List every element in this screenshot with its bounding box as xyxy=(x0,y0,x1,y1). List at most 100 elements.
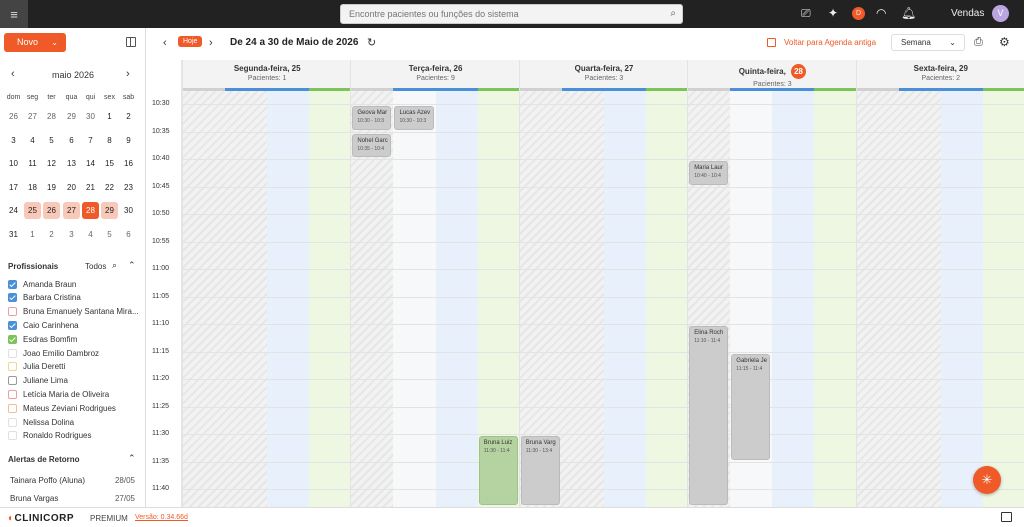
calendar-day[interactable]: 31 xyxy=(9,229,18,239)
calendar-day[interactable]: 29 xyxy=(67,112,76,121)
schedule-lane[interactable] xyxy=(814,91,857,507)
gear-icon[interactable]: ⚙ xyxy=(999,35,1010,49)
checkbox[interactable] xyxy=(8,431,17,441)
chevron-up-icon[interactable]: ⌃ xyxy=(128,260,136,270)
professional-item[interactable]: Julia Deretti xyxy=(8,361,65,373)
schedule-lane[interactable] xyxy=(225,91,268,507)
calendar-day[interactable]: 7 xyxy=(88,135,93,145)
schedule-lane[interactable] xyxy=(856,91,899,507)
schedule-lane[interactable] xyxy=(435,91,478,507)
version-link[interactable]: Versão: 0.34.66d xyxy=(135,514,188,521)
professional-item[interactable]: Juliane Lima xyxy=(8,375,68,387)
checkbox[interactable] xyxy=(8,279,17,289)
alert-row[interactable]: Bruna Vargas 27/05 xyxy=(10,494,135,503)
old-agenda-link[interactable]: Voltar para Agenda antiga xyxy=(784,38,877,47)
search-icon[interactable]: ⌕ xyxy=(670,8,676,19)
professional-item[interactable]: Barbara Cristina xyxy=(8,292,81,304)
schedule-lane[interactable] xyxy=(267,91,310,507)
checkbox[interactable] xyxy=(8,307,17,317)
professional-item[interactable]: Mateus Zeviani Rodrigues xyxy=(8,402,116,414)
avatar[interactable]: V xyxy=(992,5,1009,22)
professional-item[interactable]: Ronaldo Rodrigues xyxy=(8,430,92,442)
bell-icon[interactable]: 🔔︎ xyxy=(901,6,917,20)
calendar-day[interactable]: 23 xyxy=(124,182,133,192)
calendar-day[interactable]: 4 xyxy=(30,135,35,145)
calendar-day[interactable]: 30 xyxy=(86,112,95,121)
schedule-lane[interactable] xyxy=(772,91,815,507)
schedule-lane[interactable] xyxy=(982,91,1024,507)
day-header[interactable]: Sexta-feira, 29 Pacientes: 2 xyxy=(856,60,1024,88)
professional-item[interactable]: Esdras Bomfim xyxy=(8,333,77,345)
calendar-day[interactable]: 3 xyxy=(69,229,74,239)
schedule-lane[interactable] xyxy=(351,91,394,507)
chevron-right-icon[interactable]: › xyxy=(126,68,130,80)
calendar-day[interactable]: 19 xyxy=(47,182,56,192)
calendar-day[interactable]: 30 xyxy=(124,206,133,215)
monitor-icon[interactable]: ⎚ xyxy=(801,6,811,20)
calendar-day[interactable]: 9 xyxy=(126,135,131,145)
schedule-lane[interactable] xyxy=(183,91,226,507)
calendar-day[interactable]: 26 xyxy=(9,112,18,121)
new-button[interactable]: Novo ⌄ xyxy=(4,33,66,52)
calendar-day[interactable]: 13 xyxy=(67,159,76,168)
calendar-day[interactable]: 8 xyxy=(107,135,112,145)
calendar-day[interactable]: 10 xyxy=(9,159,18,168)
schedule-lane[interactable] xyxy=(309,91,352,507)
checkbox[interactable] xyxy=(8,403,17,413)
collapse-sidebar-icon[interactable] xyxy=(126,37,136,47)
sparkle-fab-button[interactable]: ✳ xyxy=(973,466,1001,494)
day-header[interactable]: Terça-feira, 26 Pacientes: 9 xyxy=(351,60,520,88)
schedule-lane[interactable] xyxy=(561,91,604,507)
refresh-icon[interactable]: ↻ xyxy=(367,37,377,49)
chevron-left-icon[interactable]: ‹ xyxy=(163,37,167,49)
checkbox[interactable] xyxy=(8,376,17,386)
schedule-lane[interactable] xyxy=(393,91,436,507)
schedule-lane[interactable] xyxy=(898,91,941,507)
calendar-day[interactable]: 11 xyxy=(28,159,37,168)
calendar-day[interactable]: 24 xyxy=(9,206,18,215)
checkbox[interactable] xyxy=(8,293,17,303)
calendar-day[interactable]: 17 xyxy=(9,182,18,192)
calendar-day[interactable]: 4 xyxy=(88,229,93,239)
checkbox[interactable] xyxy=(8,417,17,427)
calendar-day[interactable]: 12 xyxy=(47,159,56,168)
calendar-day[interactable]: 6 xyxy=(126,229,131,239)
appointment-card[interactable]: Maria Laur 10:40 - 10:4 xyxy=(689,161,729,185)
hamburger-menu-icon[interactable]: ≡ xyxy=(0,0,28,28)
checkbox[interactable] xyxy=(8,334,17,344)
notification-badge[interactable]: D xyxy=(852,7,865,20)
alert-row[interactable]: Tainara Poffo (Aluna) 28/05 xyxy=(10,476,135,485)
calendar-day[interactable]: 6 xyxy=(69,135,74,145)
chevron-left-icon[interactable]: ‹ xyxy=(11,68,15,80)
calendar-day[interactable]: 28 xyxy=(47,112,56,121)
professional-item[interactable]: Joao Emilio Dambroz xyxy=(8,347,99,359)
calendar-day[interactable]: 16 xyxy=(124,159,133,168)
search-input[interactable] xyxy=(349,5,649,23)
calendar-day[interactable]: 27 xyxy=(63,202,80,219)
appointment-card[interactable]: Elina Roch 11:10 - 11:4 xyxy=(689,326,729,505)
calendar-day[interactable]: 25 xyxy=(24,202,41,219)
appointment-card[interactable]: Lucas Azev 10:30 - 10:3 xyxy=(394,106,434,130)
calendar-day[interactable]: 21 xyxy=(86,182,95,192)
search-bar[interactable]: ⌕ xyxy=(340,4,683,24)
schedule-lane[interactable] xyxy=(603,91,647,507)
calendar-day[interactable]: 5 xyxy=(107,229,112,239)
search-icon[interactable]: ⌕ xyxy=(112,260,118,270)
appointment-card[interactable]: Bruna Luiz 11:30 - 11:4 xyxy=(478,436,518,505)
calendar-day[interactable]: 5 xyxy=(49,135,54,145)
checkbox[interactable] xyxy=(8,320,17,330)
headset-icon[interactable]: ◠ xyxy=(876,6,887,20)
day-header[interactable]: Quarta-feira, 27 Pacientes: 3 xyxy=(519,60,689,88)
chat-icon[interactable] xyxy=(1001,512,1012,522)
calendar-day[interactable]: 18 xyxy=(28,182,37,192)
calendar-day[interactable]: 2 xyxy=(126,112,131,121)
sparkle-icon[interactable]: ✦ xyxy=(828,6,839,20)
professionals-all-toggle[interactable]: Todos xyxy=(85,262,107,271)
appointment-card[interactable]: Gabriela Je 11:15 - 11:4 xyxy=(731,353,771,460)
schedule-lane[interactable] xyxy=(940,91,983,507)
day-header[interactable]: Quinta-feira, 28 Pacientes: 3 xyxy=(688,60,857,88)
calendar-day[interactable]: 3 xyxy=(11,135,16,145)
day-header[interactable]: Segunda-feira, 25 Pacientes: 1 xyxy=(183,60,352,88)
today-button[interactable]: Hoje xyxy=(178,36,203,47)
print-icon[interactable]: ⎙ xyxy=(974,36,983,48)
